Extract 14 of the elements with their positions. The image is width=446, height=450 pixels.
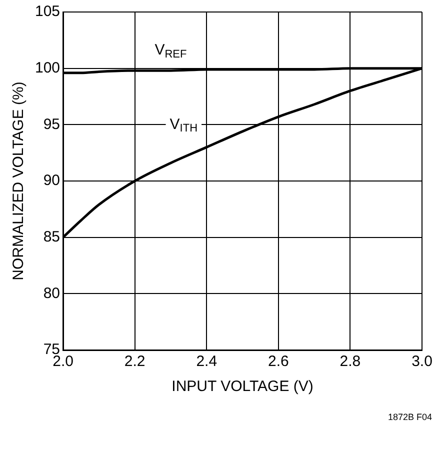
y-tick-label: 105 — [34, 3, 60, 20]
y-tick-label: 85 — [43, 228, 60, 246]
y-tick-label: 80 — [43, 284, 60, 302]
y-tick-label: 100 — [34, 59, 60, 76]
y-tick-label: 90 — [43, 172, 60, 190]
x-tick-label: 2.8 — [340, 353, 361, 370]
y-axis-title: NORMALIZED VOLTAGE (%) — [10, 82, 28, 280]
x-tick-label: 3.0 — [412, 353, 432, 370]
y-tick-label: 95 — [43, 116, 60, 133]
x-tick-label: 2.2 — [124, 353, 146, 370]
x-tick-label: 2.4 — [196, 353, 218, 370]
x-axis-title: INPUT VOLTAGE (V) — [172, 378, 314, 396]
x-tick-label: 2.6 — [268, 353, 289, 370]
text: 1872B F04 — [388, 412, 432, 422]
